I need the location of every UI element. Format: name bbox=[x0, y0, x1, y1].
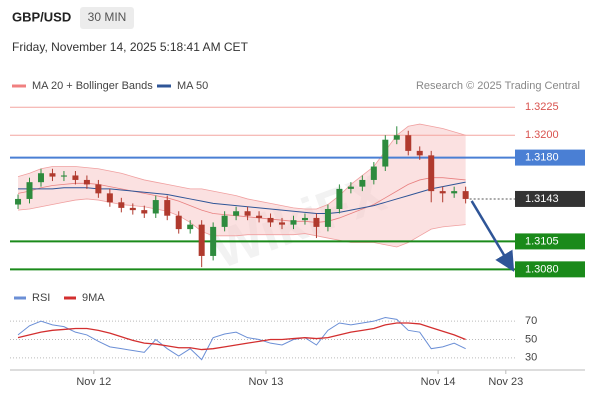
candle-body bbox=[152, 200, 159, 214]
candle-body bbox=[451, 191, 458, 194]
candle-body bbox=[49, 173, 56, 177]
candle-body bbox=[370, 166, 377, 180]
candle-body bbox=[439, 191, 446, 194]
candle-body bbox=[244, 211, 251, 216]
candle-body bbox=[347, 186, 354, 189]
legend-label: RSI bbox=[32, 292, 50, 304]
candle-body bbox=[428, 155, 435, 192]
y-tick-label: 70 bbox=[525, 315, 537, 327]
timeframe: 30 MIN bbox=[88, 10, 127, 24]
candle-body bbox=[313, 217, 320, 227]
bollinger-upper-line bbox=[17, 123, 466, 210]
level-label: 1.3225 bbox=[525, 101, 559, 113]
candle-body bbox=[210, 226, 217, 256]
candle-body bbox=[198, 224, 205, 256]
x-tick-label: Nov 23 bbox=[488, 376, 523, 388]
level-label-box bbox=[515, 233, 585, 250]
bollinger-lower-line bbox=[17, 198, 466, 248]
candle-body bbox=[164, 200, 171, 216]
candle-body bbox=[462, 191, 469, 199]
candle-body bbox=[37, 173, 44, 183]
y-tick-label: 30 bbox=[525, 352, 537, 364]
candle-body bbox=[187, 224, 194, 230]
timeframe-box bbox=[80, 7, 134, 29]
level-label-box bbox=[515, 149, 585, 166]
level-label: 1.3105 bbox=[525, 235, 559, 247]
level-label: 1.3143 bbox=[525, 193, 559, 205]
candle-body bbox=[129, 207, 136, 211]
candle-body bbox=[393, 135, 400, 140]
candle-body bbox=[336, 188, 343, 209]
candle-body bbox=[118, 202, 125, 208]
rsi-line bbox=[17, 322, 466, 351]
candle-body bbox=[324, 209, 331, 227]
candle-body bbox=[290, 220, 297, 225]
candle-body bbox=[95, 184, 102, 194]
x-tick-label: Nov 12 bbox=[76, 376, 111, 388]
candle-body bbox=[267, 217, 274, 223]
candle-body bbox=[256, 215, 263, 218]
level-label: 1.3080 bbox=[525, 263, 559, 275]
symbol: GBP/USD bbox=[12, 9, 71, 24]
candle-body bbox=[405, 135, 412, 151]
candle-body bbox=[15, 198, 22, 205]
x-tick-label: Nov 14 bbox=[421, 376, 456, 388]
level-label: 1.3200 bbox=[525, 129, 559, 141]
candle-body bbox=[359, 179, 366, 187]
x-tick-label: Nov 13 bbox=[249, 376, 284, 388]
forecast-arrow bbox=[470, 200, 515, 272]
candle-body bbox=[175, 215, 182, 230]
rsi-line bbox=[17, 316, 466, 361]
ma50-line bbox=[18, 181, 466, 214]
source: Research © 2025 Trading Central bbox=[416, 80, 580, 92]
candle-body bbox=[301, 217, 308, 221]
level-label-box bbox=[515, 190, 585, 207]
candle-body bbox=[382, 139, 389, 167]
candle-body bbox=[72, 175, 79, 180]
ma20-line bbox=[17, 177, 466, 223]
legend-label: 9MA bbox=[82, 292, 105, 304]
legend-label: MA 50 bbox=[177, 80, 208, 92]
legend-label: MA 20 + Bollinger Bands bbox=[32, 80, 153, 92]
candle-body bbox=[141, 210, 148, 214]
date: Friday, November 14, 2025 5:18:41 AM CET bbox=[12, 40, 249, 54]
candle-body bbox=[221, 215, 228, 227]
candle-body bbox=[106, 193, 113, 203]
candle-body bbox=[416, 150, 423, 156]
candle-body bbox=[279, 222, 286, 225]
candle-body bbox=[60, 175, 67, 177]
candle-body bbox=[26, 182, 33, 199]
candle-body bbox=[83, 179, 90, 185]
candle-body bbox=[233, 211, 240, 216]
y-tick-label: 50 bbox=[525, 333, 537, 345]
bollinger-band bbox=[18, 124, 466, 247]
level-label: 1.3180 bbox=[525, 151, 559, 163]
level-label-box bbox=[515, 261, 585, 278]
